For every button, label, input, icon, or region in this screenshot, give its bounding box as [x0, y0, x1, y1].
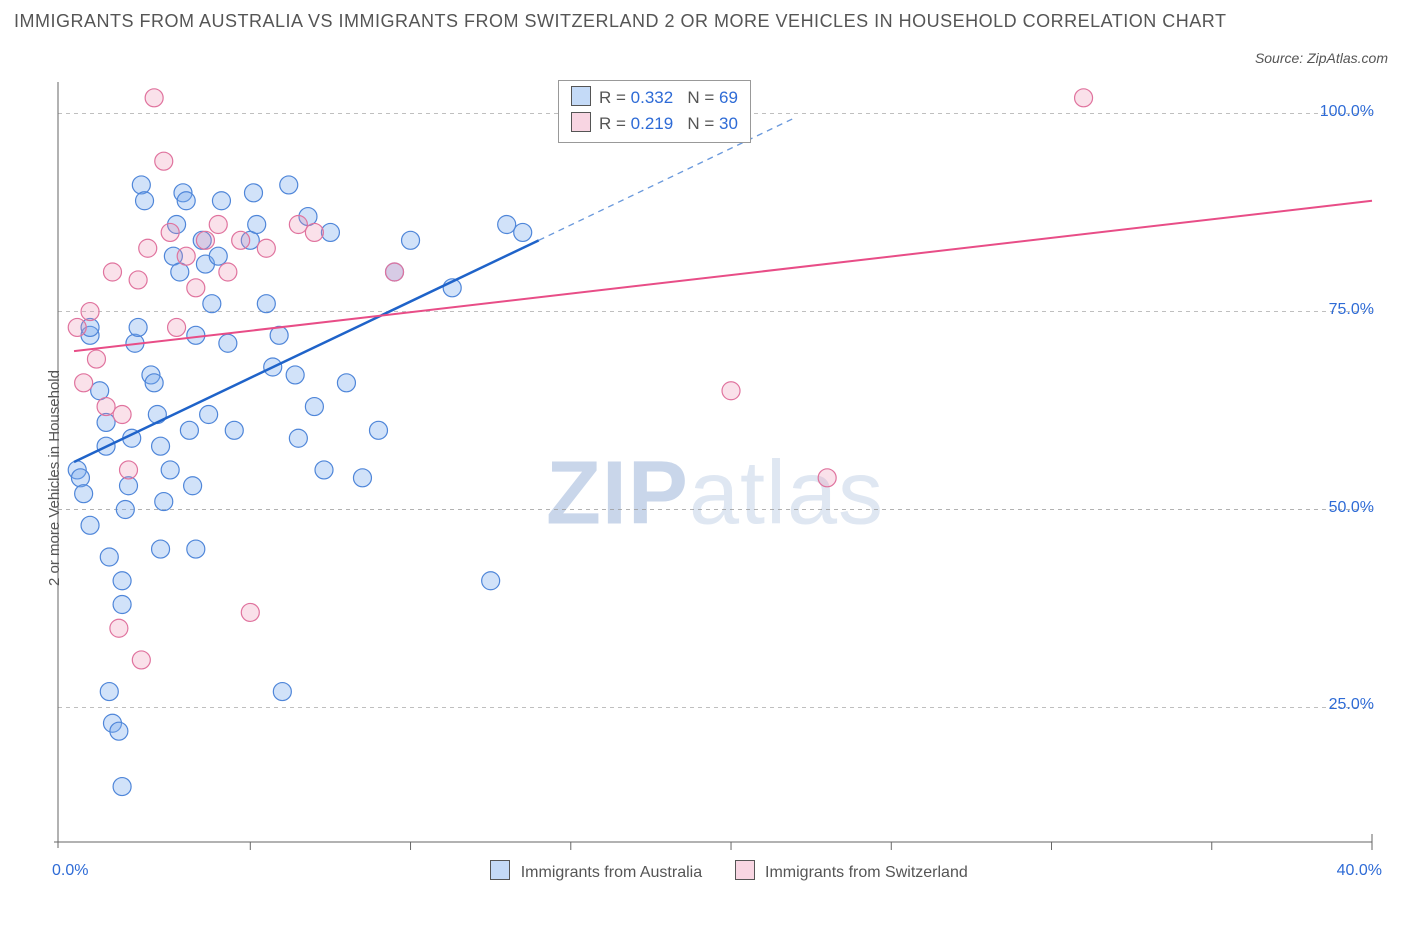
stats-swatch [571, 86, 591, 106]
legend-label-australia: Immigrants from Australia [521, 864, 702, 881]
legend-swatch-australia [490, 860, 510, 880]
stats-row: R = 0.219 N = 30 [571, 111, 738, 137]
y-axis-label: 2 or more Vehicles in Household [46, 370, 63, 586]
chart-title: IMMIGRANTS FROM AUSTRALIA VS IMMIGRANTS … [14, 8, 1392, 35]
stats-row: R = 0.332 N = 69 [571, 85, 738, 111]
y-tick-label: 50.0% [1329, 499, 1374, 517]
y-tick-label: 25.0% [1329, 696, 1374, 714]
stats-swatch [571, 112, 591, 132]
legend: Immigrants from Australia Immigrants fro… [50, 860, 1380, 882]
y-tick-label: 75.0% [1329, 301, 1374, 319]
legend-label-switzerland: Immigrants from Switzerland [765, 864, 968, 881]
scatter-plot [50, 78, 1380, 878]
source-attribution: Source: ZipAtlas.com [1255, 50, 1388, 66]
chart-area: ZIPatlas 2 or more Vehicles in Household… [50, 78, 1380, 878]
correlation-stats-box: R = 0.332 N = 69R = 0.219 N = 30 [558, 80, 751, 143]
legend-swatch-switzerland [735, 860, 755, 880]
y-tick-label: 100.0% [1320, 103, 1374, 121]
